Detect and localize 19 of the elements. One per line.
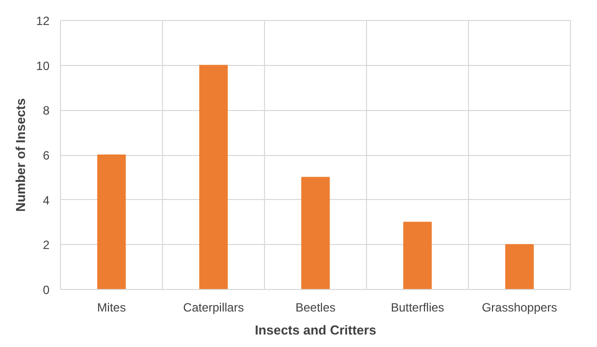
y-tick-label: 4 <box>42 193 50 208</box>
y-tick-label: 8 <box>42 104 50 118</box>
y-tick-label: 10 <box>36 58 50 73</box>
x-tick-label: Beetles <box>295 300 336 314</box>
bar <box>505 244 534 290</box>
x-axis-title: Insects and Critters <box>254 322 376 338</box>
x-tick-label: Caterpillars <box>183 300 244 314</box>
bar <box>97 154 126 290</box>
x-tick-label: Mites <box>97 300 126 314</box>
y-tick-label: 6 <box>42 148 50 162</box>
y-tick-label: 12 <box>36 14 50 28</box>
x-tick-label: Butterflies <box>390 300 444 314</box>
x-tick-label: Grasshoppers <box>482 300 558 314</box>
bar <box>403 222 432 290</box>
y-tick-label: 2 <box>42 238 50 252</box>
y-tick-label: 0 <box>42 283 50 297</box>
bar <box>199 64 228 290</box>
y-axis-title: Number of Insects <box>13 98 28 212</box>
bar <box>301 176 330 290</box>
